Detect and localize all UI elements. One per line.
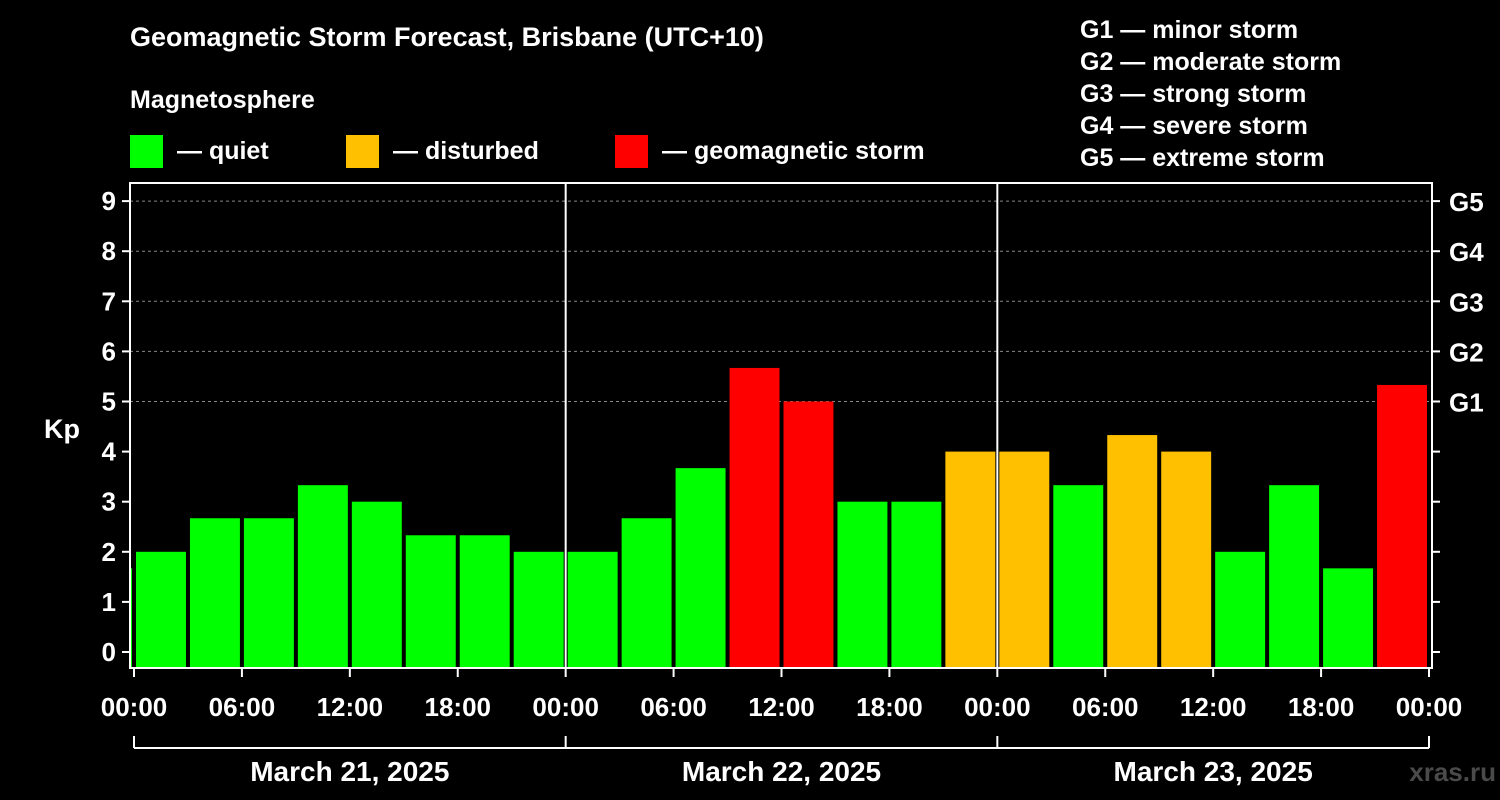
kp-bar (783, 401, 834, 668)
y-tick-label: 6 (102, 336, 116, 366)
watermark: xras.ru (1409, 757, 1496, 787)
g-scale-g2: G2 — moderate storm (1080, 48, 1342, 76)
kp-bar (1215, 551, 1266, 668)
kp-bar (189, 518, 240, 668)
legend-item-disturbed: — disturbed (346, 134, 539, 168)
legend-swatch-storm (615, 134, 648, 168)
kp-bar (837, 501, 888, 668)
y-tick-label: 4 (102, 437, 117, 467)
y-tick-label: 5 (102, 387, 116, 417)
y-tick-label: 8 (102, 236, 116, 266)
legend-label-quiet: — quiet (177, 136, 269, 165)
chart-title: Geomagnetic Storm Forecast, Brisbane (UT… (130, 22, 764, 52)
g-scale-g4: G4 — severe storm (1080, 112, 1308, 140)
kp-bar (136, 551, 186, 668)
g-axis-label: G2 (1449, 337, 1484, 367)
x-tick-label: 06:00 (640, 692, 707, 722)
g-axis-label: G3 (1449, 287, 1484, 317)
kp-bar (1107, 435, 1158, 668)
bars-group (130, 367, 1427, 668)
kp-bar (675, 468, 726, 668)
x-tick-label: 12:00 (748, 692, 815, 722)
g-scale-g1: G1 — minor storm (1080, 16, 1299, 44)
x-tick-label: 06:00 (209, 692, 276, 722)
kp-bar (405, 535, 456, 668)
x-tick-label: 18:00 (856, 692, 923, 722)
legend-swatch-disturbed (346, 134, 379, 168)
g-scale-g5: G5 — extreme storm (1080, 144, 1325, 172)
y-axis-label: Kp (44, 414, 80, 444)
g-axis-label: G5 (1449, 187, 1484, 217)
g-scale-legend: G1 — minor storm G2 — moderate storm G3 … (1080, 14, 1341, 174)
legend-title: Magnetosphere (130, 86, 315, 114)
kp-bar (1269, 485, 1320, 668)
legend-item-quiet: — quiet (130, 134, 269, 168)
g-axis-label: G4 (1449, 237, 1484, 267)
kp-bar (351, 501, 402, 668)
g-scale-g3: G3 — strong storm (1080, 80, 1307, 108)
g-axis-label: G1 (1449, 388, 1484, 418)
x-tick-label: 00:00 (964, 692, 1031, 722)
day-label: March 23, 2025 (1114, 756, 1313, 787)
x-tick-label: 00:00 (1396, 692, 1463, 722)
day-label: March 21, 2025 (250, 756, 449, 787)
kp-bar (1053, 485, 1104, 668)
kp-bar (1377, 384, 1427, 668)
x-tick-label: 12:00 (1180, 692, 1247, 722)
x-tick-label: 00:00 (101, 692, 168, 722)
y-tick-label: 2 (102, 537, 116, 567)
x-tick-label: 18:00 (425, 692, 492, 722)
kp-bar (1323, 568, 1374, 668)
legend-label-storm: — geomagnetic storm (662, 136, 925, 165)
y-tick-label: 7 (102, 286, 116, 316)
x-tick-label: 00:00 (532, 692, 599, 722)
legend-label-disturbed: — disturbed (393, 136, 539, 165)
legend-swatch-quiet (130, 134, 163, 168)
legend-item-storm: — geomagnetic storm (615, 134, 925, 168)
kp-bar (567, 551, 618, 668)
x-tick-label: 06:00 (1072, 692, 1139, 722)
kp-bar (243, 518, 294, 668)
kp-bar (1161, 451, 1212, 668)
kp-bar (297, 485, 348, 668)
kp-bar (459, 535, 510, 668)
y-tick-label: 3 (102, 487, 116, 517)
kp-bar (891, 501, 942, 668)
y-tick-label: 0 (102, 637, 116, 667)
kp-bar (621, 518, 672, 668)
kp-bar (729, 367, 780, 668)
kp-bar (945, 451, 996, 668)
y-tick-label: 9 (102, 186, 116, 216)
x-tick-label: 18:00 (1288, 692, 1355, 722)
kp-bar (999, 451, 1050, 668)
day-label: March 22, 2025 (682, 756, 881, 787)
kp-bar (513, 551, 564, 668)
y-tick-label: 1 (102, 587, 116, 617)
x-tick-label: 12:00 (317, 692, 384, 722)
